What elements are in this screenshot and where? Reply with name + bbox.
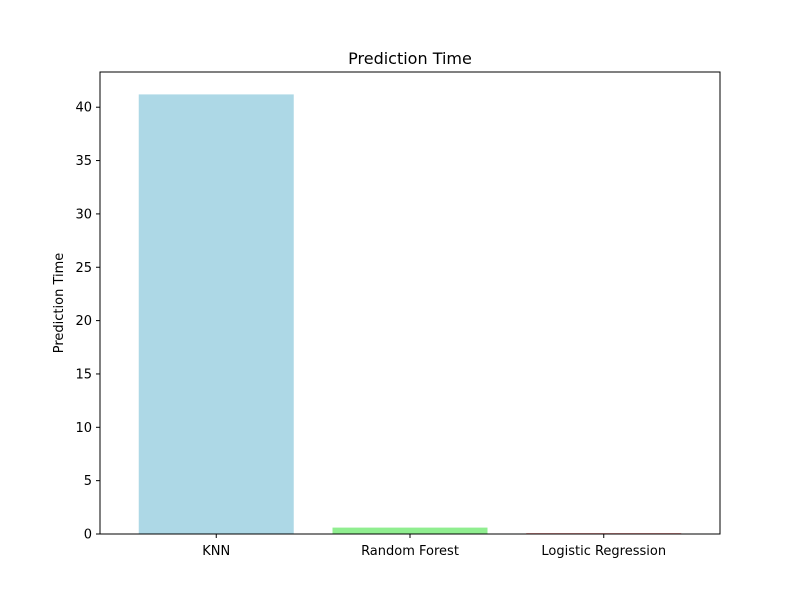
x-axis-ticks: KNN Random Forest Logistic Regression (202, 534, 666, 559)
y-tick-label: 35 (75, 154, 92, 169)
x-tick-label: Logistic Regression (541, 544, 666, 559)
y-axis-ticks: 0 5 10 15 20 25 30 35 40 (75, 101, 100, 543)
x-tick-label: Random Forest (361, 544, 459, 559)
y-tick-label: 5 (84, 474, 92, 489)
bars-layer (138, 94, 682, 534)
y-axis-label: Prediction Time (52, 253, 67, 354)
y-tick-label: 30 (75, 207, 92, 222)
bar-knn (138, 94, 294, 534)
y-tick-label: 25 (75, 261, 92, 276)
bar-random-forest (332, 527, 488, 534)
y-tick-label: 20 (75, 314, 92, 329)
x-tick-label: KNN (202, 544, 230, 559)
y-tick-label: 0 (84, 528, 92, 543)
chart-title: Prediction Time (348, 49, 472, 68)
plot-area-frame (99, 71, 721, 535)
y-tick-label: 15 (75, 367, 92, 382)
y-tick-label: 10 (75, 421, 92, 436)
y-tick-label: 40 (75, 101, 92, 116)
